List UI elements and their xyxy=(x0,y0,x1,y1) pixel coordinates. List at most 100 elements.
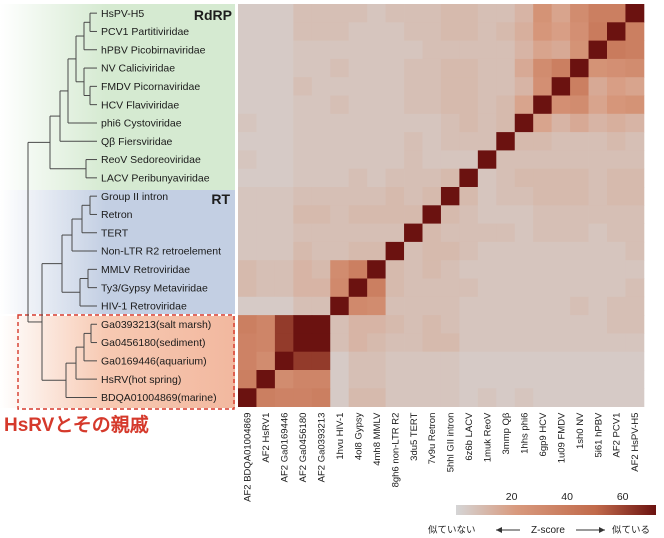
heatmap-cell xyxy=(607,315,626,334)
heatmap-cell xyxy=(459,77,479,96)
heatmap-cell xyxy=(256,95,276,115)
heatmap-cell xyxy=(238,333,257,353)
heatmap-cell xyxy=(238,113,257,133)
heatmap-cell xyxy=(293,351,313,371)
heatmap-cell xyxy=(607,260,626,279)
heatmap-cell xyxy=(551,241,571,261)
heatmap-cell xyxy=(404,113,423,133)
heatmap-cell xyxy=(625,296,645,316)
colorbar-left-arrowhead xyxy=(496,527,502,533)
heatmap-cell xyxy=(330,351,350,371)
heatmap-cell xyxy=(367,95,386,115)
heatmap-cell xyxy=(348,187,368,206)
heatmap-cell xyxy=(625,58,645,78)
row-labels: HsPV-H5 PCV1 Partitiviridae hPBV Picobirna… xyxy=(101,8,221,404)
heatmap-cell xyxy=(570,333,589,353)
heatmap-cell xyxy=(459,333,479,353)
phylogenetic-tree xyxy=(27,12,97,398)
heatmap-cell xyxy=(404,168,423,188)
heatmap-cell xyxy=(293,296,313,316)
heatmap-cell xyxy=(496,351,516,371)
row-label: Qβ Fiersviridae xyxy=(101,136,173,148)
heatmap-cell xyxy=(311,278,331,298)
heatmap-cell xyxy=(514,150,534,170)
heatmap-cell xyxy=(625,22,645,41)
heatmap-cell xyxy=(330,113,350,133)
heatmap-cell xyxy=(238,351,257,371)
heatmap-cell xyxy=(514,223,534,243)
heatmap-cell xyxy=(440,95,460,115)
heatmap-cell xyxy=(496,4,516,23)
heatmap-cell xyxy=(533,132,553,151)
heatmap-cell xyxy=(459,22,479,41)
heatmap-cell xyxy=(570,168,589,188)
heatmap-cell xyxy=(607,22,626,41)
heatmap-cell xyxy=(330,296,350,316)
heatmap-cell xyxy=(256,4,276,23)
heatmap-cell xyxy=(607,58,626,78)
heatmap-cell xyxy=(367,223,386,243)
heatmap-cell xyxy=(551,260,571,279)
heatmap-cell xyxy=(330,260,350,279)
heatmap-cell xyxy=(293,132,313,151)
heatmap-cell xyxy=(330,77,350,96)
heatmap-cell xyxy=(238,370,257,389)
heatmap-cell xyxy=(607,370,626,389)
heatmap-cell xyxy=(238,388,257,407)
heatmap-cell xyxy=(422,351,442,371)
heatmap-cell xyxy=(588,370,608,389)
heatmap-cell xyxy=(385,278,405,298)
heatmap-cell xyxy=(440,150,460,170)
heatmap-cell xyxy=(607,187,626,206)
heatmap-cell xyxy=(348,95,368,115)
heatmap-cell xyxy=(311,187,331,206)
heatmap-cell xyxy=(440,205,460,224)
heatmap-cell xyxy=(477,315,497,334)
heatmap-cell xyxy=(459,168,479,188)
heatmap-cell xyxy=(477,278,497,298)
heatmap-cell xyxy=(422,223,442,243)
heatmap-cell xyxy=(274,150,294,170)
heatmap-cell xyxy=(422,4,442,23)
heatmap-cell xyxy=(385,22,405,41)
heatmap-cell xyxy=(274,113,294,133)
heatmap-cell xyxy=(477,205,497,224)
heatmap-cell xyxy=(256,58,276,78)
heatmap-cell xyxy=(274,351,294,371)
column-label: 5i61 hPBV xyxy=(593,412,604,458)
heatmap-cell xyxy=(330,95,350,115)
heatmap-cell xyxy=(607,278,626,298)
heatmap-cell xyxy=(293,223,313,243)
heatmap-cell xyxy=(348,58,368,78)
heatmap-cell xyxy=(551,22,571,41)
heatmap-cell xyxy=(570,22,589,41)
heatmap-cell xyxy=(293,40,313,60)
heatmap-cell xyxy=(477,58,497,78)
heatmap-cell xyxy=(533,77,553,96)
colorbar-right-label: 似ている xyxy=(612,525,650,536)
heatmap-cell xyxy=(514,95,534,115)
heatmap-cell xyxy=(625,205,645,224)
heatmap-cell xyxy=(551,187,571,206)
heatmap-cell xyxy=(514,333,534,353)
heatmap-cell xyxy=(459,187,479,206)
heatmap-cell xyxy=(238,260,257,279)
heatmap-cell xyxy=(570,315,589,334)
heatmap-cell xyxy=(625,40,645,60)
heatmap-cell xyxy=(293,278,313,298)
colorbar-title: Z-score xyxy=(531,525,565,536)
colorbar-right-arrowhead xyxy=(599,527,605,533)
heatmap-cell xyxy=(440,113,460,133)
heatmap-cell xyxy=(477,22,497,41)
heatmap-cell xyxy=(440,333,460,353)
heatmap-cell xyxy=(551,388,571,407)
heatmap-cell xyxy=(385,315,405,334)
heatmap-cell xyxy=(238,168,257,188)
column-label: 6gp9 HCV xyxy=(538,412,549,456)
heatmap-cell xyxy=(422,150,442,170)
heatmap-cell xyxy=(404,315,423,334)
heatmap-cell xyxy=(367,132,386,151)
heatmap-cell xyxy=(385,132,405,151)
heatmap-cell xyxy=(607,132,626,151)
heatmap-cell xyxy=(256,40,276,60)
